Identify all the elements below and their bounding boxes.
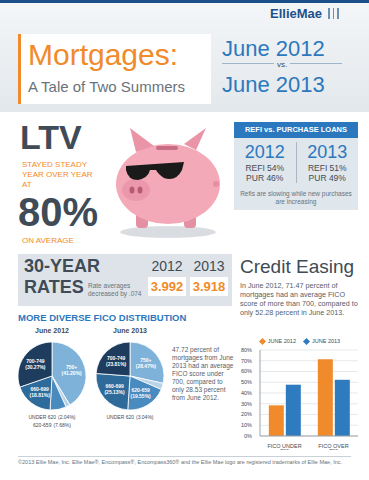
html-text:June 2012: June 2012 (222, 36, 325, 61)
html-text:PUR 46%: PUR 46% (246, 173, 284, 183)
html-text:A Tale of Two Summers: A Tale of Two Summers (28, 78, 185, 95)
html-text:vs.: vs. (276, 60, 288, 69)
html-text:Rate averages decreased by .07: Rate averages decreased by .074 (88, 282, 142, 297)
svg-text:UNDER 620(2.04%): UNDER 620(2.04%) (28, 414, 75, 420)
html-text:REFI vs. PURCHASE LOANS: REFI vs. PURCHASE LOANS (244, 125, 347, 134)
html-text:80%: 80% (18, 190, 99, 234)
html-text:Credit Easing: Credit Easing (240, 256, 355, 277)
svg-text:60%: 60% (241, 368, 252, 374)
svg-text:10%: 10% (241, 422, 252, 428)
html-text:2012: 2012 (151, 258, 183, 274)
svg-text:620-659(19.55%): 620-659(19.55%) (130, 387, 151, 399)
svg-text:80%: 80% (241, 347, 252, 353)
svg-text:660-699(18.81%): 660-699(18.81%) (30, 386, 51, 398)
html-text:Mortgages:: Mortgages: (28, 38, 179, 71)
svg-text:70%: 70% (241, 358, 252, 364)
html-text:JUNE 2012: JUNE 2012 (267, 338, 296, 344)
svg-text:700-749(23.81%): 700-749(23.81%) (106, 355, 127, 367)
html-text:REFI 51%: REFI 51% (307, 163, 347, 173)
html-text:STAYED STEADY YEAR OVER YEAR A: STAYED STEADY YEAR OVER YEAR AT (22, 160, 93, 189)
svg-text:750+(28.47%): 750+(28.47%) (136, 357, 157, 369)
html-text:June 2013: June 2013 (222, 72, 325, 97)
svg-text:660-699(25.13%): 660-699(25.13%) (104, 383, 125, 395)
html-text:MORE DIVERSE FICO DISTRIBUTION: MORE DIVERSE FICO DISTRIBUTION (18, 312, 187, 323)
html-text:©2013 Ellie Mae, Inc. Ellie Ma: ©2013 Ellie Mae, Inc. Ellie Mae®, Encomp… (18, 459, 343, 465)
html-text:2012: 2012 (244, 142, 285, 162)
svg-text:FICO UNDER700: FICO UNDER700 (267, 443, 301, 450)
html-text:JUNE 2013: JUNE 2013 (312, 338, 341, 344)
svg-text:20%: 20% (241, 411, 252, 417)
svg-text:40%: 40% (241, 390, 252, 396)
html-text:LTV: LTV (20, 118, 82, 156)
svg-text:30%: 30% (241, 401, 252, 407)
svg-text:50%: 50% (241, 379, 252, 385)
html-text:Refis are slowing while new pu: Refis are slowing while new purchases ar… (240, 190, 352, 205)
svg-text:620-659(7.68%): 620-659(7.68%) (33, 422, 71, 428)
svg-text:0%: 0% (244, 433, 252, 439)
html-text:REFI 54%: REFI 54% (245, 163, 285, 173)
html-text:47.72 percent of mortgages fro: 47.72 percent of mortgages from June 201… (172, 346, 234, 401)
html-text:RATES: RATES (24, 277, 84, 297)
html-text:EllieMae: EllieMae (270, 6, 322, 21)
html-text:3.918: 3.918 (192, 279, 226, 294)
html-text:PUR 49%: PUR 49% (308, 173, 346, 183)
svg-text:UNDER 620(3.04%): UNDER 620(3.04%) (106, 414, 153, 420)
html-text:June 2012: June 2012 (35, 327, 69, 334)
html-text:In June 2012, 71.47 percent of: In June 2012, 71.47 percent of mortgages… (240, 281, 358, 317)
html-text:2013: 2013 (193, 258, 225, 274)
html-text:2013: 2013 (307, 142, 348, 162)
svg-text:FICO OVER700: FICO OVER700 (318, 443, 348, 450)
html-text:June 2013: June 2013 (113, 327, 147, 334)
html-text:ON AVERAGE: ON AVERAGE (22, 236, 74, 245)
svg-text:700-749(30.27%): 700-749(30.27%) (25, 358, 46, 370)
html-text:3.992: 3.992 (150, 279, 184, 294)
svg-text:750+(41.20%): 750+(41.20%) (61, 364, 82, 376)
html-text:30-YEAR: 30-YEAR (24, 256, 100, 276)
